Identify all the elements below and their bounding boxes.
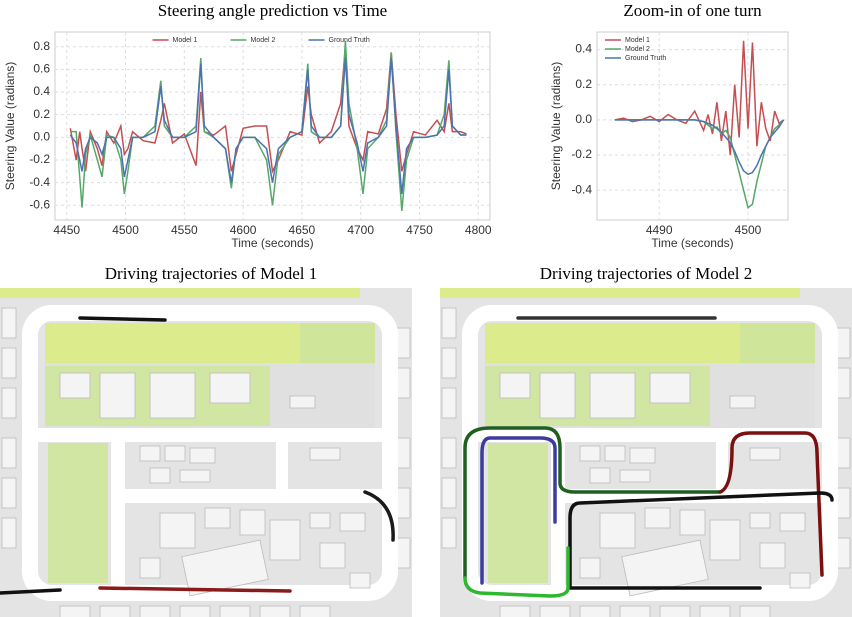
y-tick-label: 0.2 [575,77,592,91]
map-title: Driving trajectories of Model 2 [540,264,752,283]
map-title: Driving trajectories of Model 1 [105,264,317,283]
map-model-2: Driving trajectories of Model 2 [440,264,852,617]
x-tick-label: 4500 [112,223,139,237]
x-tick-label: 4500 [735,223,762,237]
x-tick-label: 4490 [646,223,673,237]
series-line [69,46,467,174]
legend: Model 1 Model 2 Ground Truth [605,37,666,62]
y-tick-label: -0.2 [29,152,50,166]
series-line [69,57,467,195]
y-axis-label: Steering Value (radians) [549,62,563,191]
chart-title: Steering angle prediction vs Time [158,1,387,20]
x-axis-label: Time (seconds) [231,236,313,250]
y-tick-label: -0.2 [571,147,592,161]
legend-label: Model 2 [625,46,650,53]
y-tick-label: -0.6 [29,197,50,211]
legend-label: Model 1 [625,37,650,44]
map-model-1: Driving trajectories of Model 1 [0,264,412,617]
chart-title: Zoom-in of one turn [623,1,762,20]
series-line [70,41,467,212]
y-tick-label: 0.4 [33,84,50,98]
chart: -0.6 -0.4 -0.2 0.0 0.2 0.4 0.6 0.8 4450 4500 4550 4… [3,1,492,250]
legend-label: Model 2 [251,37,276,44]
y-tick-label: 0.8 [33,39,50,53]
legend-label: Ground Truth [625,55,666,62]
x-tick-label: 4700 [347,223,374,237]
legend-label: Model 1 [173,37,198,44]
series-line [614,119,785,176]
y-tick-label: 0.6 [33,62,50,76]
x-tick-label: 4800 [465,223,492,237]
x-tick-label: 4550 [171,223,198,237]
x-tick-label: 4600 [230,223,257,237]
y-tick-label: 0.4 [575,42,592,56]
x-axis-label: Time (seconds) [651,236,733,250]
map-image [440,288,852,617]
x-tick-label: 4450 [53,223,80,237]
chart: -0.4 -0.2 0.0 0.2 0.4 4490 4500 Zoom-in of one … [549,1,789,250]
legend: Model 1 Model 2 Ground Truth [152,37,370,44]
y-tick-label: -0.4 [29,175,50,189]
legend-label: Ground Truth [329,37,370,44]
y-tick-label: 0.0 [33,129,50,143]
plot-area [54,31,491,221]
y-axis-label: Steering Value (radians) [3,62,17,191]
map-image [0,288,412,617]
x-tick-label: 4650 [289,223,316,237]
x-tick-label: 4750 [406,223,433,237]
y-tick-label: 0.2 [33,107,50,121]
y-tick-label: -0.4 [571,182,592,196]
y-tick-label: 0.0 [575,112,592,126]
